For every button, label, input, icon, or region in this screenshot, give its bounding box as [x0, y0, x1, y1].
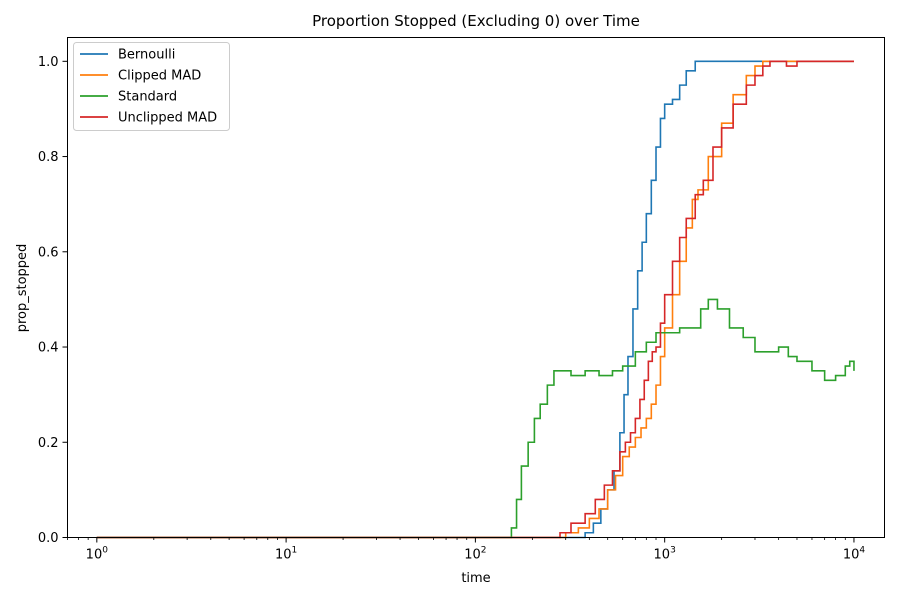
legend-label-unclipped-mad: Unclipped MAD [118, 111, 217, 126]
x-axis-label: time [461, 571, 490, 586]
y-axis-label: prop_stopped [15, 244, 30, 333]
legend-label-bernoulli: Bernoulli [118, 48, 175, 63]
series-line-clipped-mad [96, 60, 854, 539]
y-axis: 0.0 0.2 0.4 0.6 0.8 1.0 [38, 55, 68, 546]
y-tick-label: 0.2 [38, 436, 59, 451]
x-tick-label: 100 [86, 546, 109, 563]
x-tick-label: 101 [275, 546, 297, 563]
series-line-unclipped-mad [96, 60, 854, 539]
y-tick-label: 0.6 [38, 245, 59, 260]
y-tick-label: 0.4 [38, 341, 59, 356]
legend: Bernoulli Clipped MAD Standard Unclipped MA… [73, 42, 230, 131]
y-tick-label: 0.0 [38, 531, 59, 546]
x-tick-label: 103 [654, 546, 676, 563]
legend-label-clipped-mad: Clipped MAD [118, 69, 201, 84]
x-axis: 100 101 102 103 104 [67, 537, 866, 563]
y-tick-label: 1.0 [38, 55, 59, 70]
legend-label-standard: Standard [118, 90, 177, 105]
plot-frame [67, 37, 885, 538]
legend-box [73, 42, 230, 131]
x-tick-label: 102 [464, 546, 486, 563]
y-tick-label: 0.8 [38, 150, 59, 165]
x-tick-label: 104 [843, 546, 866, 563]
series-layer [96, 60, 855, 539]
chart-title: Proportion Stopped (Excluding 0) over Ti… [312, 12, 640, 30]
